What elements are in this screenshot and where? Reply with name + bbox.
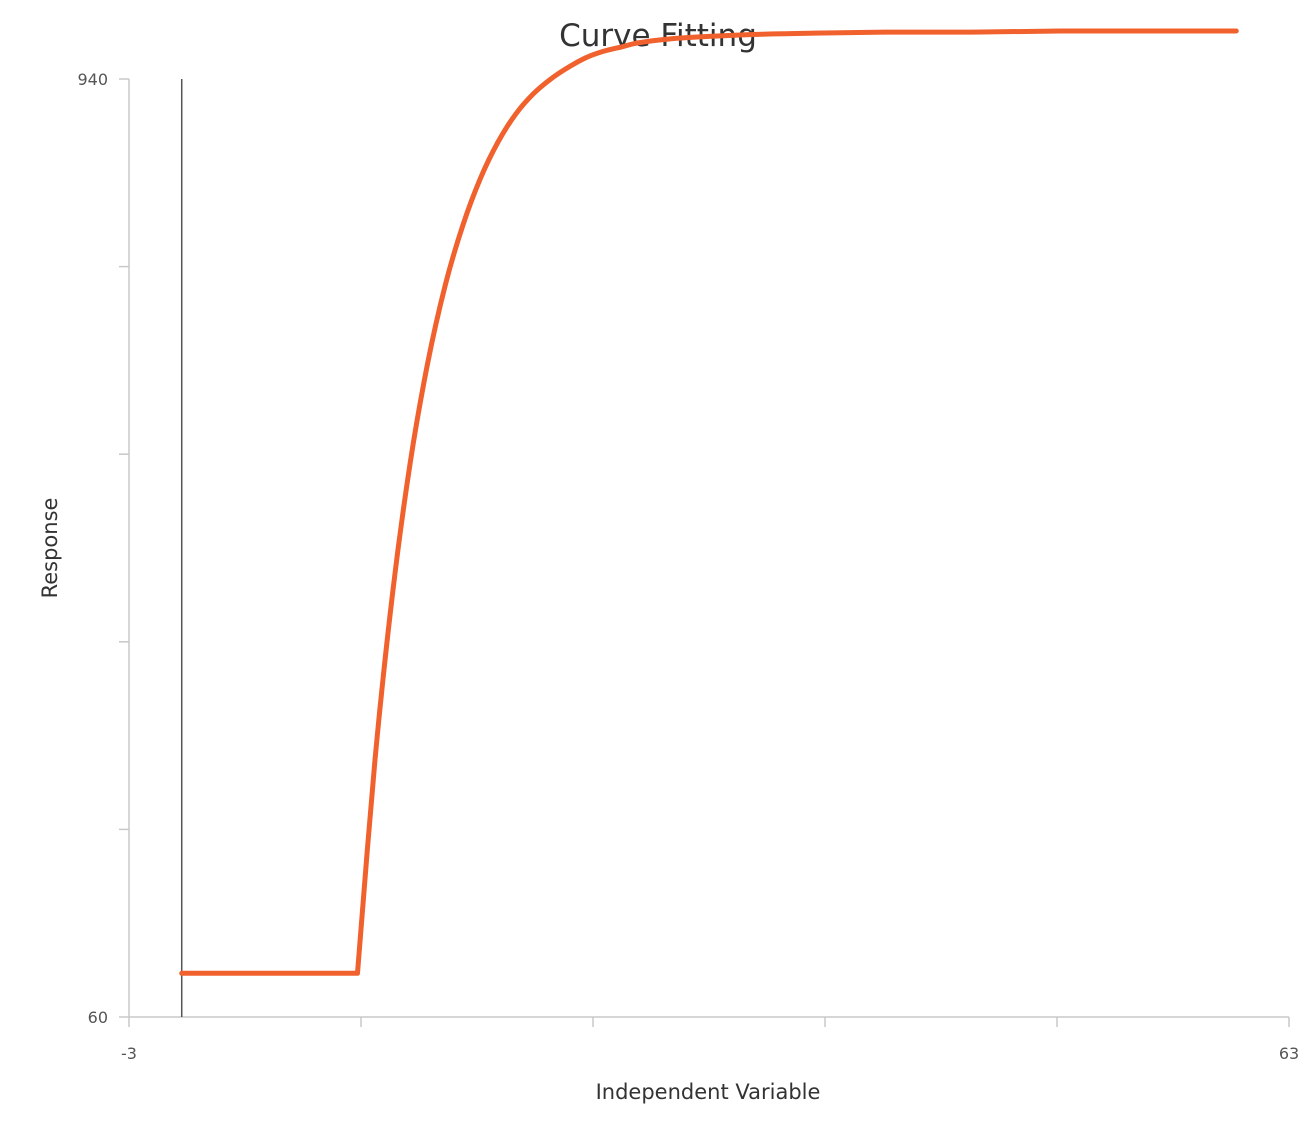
y-axis-label: Response xyxy=(38,498,62,599)
series-line-0 xyxy=(179,28,1239,976)
plot-area xyxy=(119,28,1290,1027)
x-axis-label: Independent Variable xyxy=(596,1080,821,1104)
x-tick-label-max: 63 xyxy=(1279,1044,1299,1063)
y-axis-ticks xyxy=(119,78,129,1018)
x-tick-label-min: -3 xyxy=(121,1044,137,1063)
series-group xyxy=(179,28,1239,976)
y-tick-label-max: 940 xyxy=(77,70,108,89)
x-axis-ticks xyxy=(128,1017,1290,1027)
y-tick-label-min: 60 xyxy=(88,1008,108,1027)
